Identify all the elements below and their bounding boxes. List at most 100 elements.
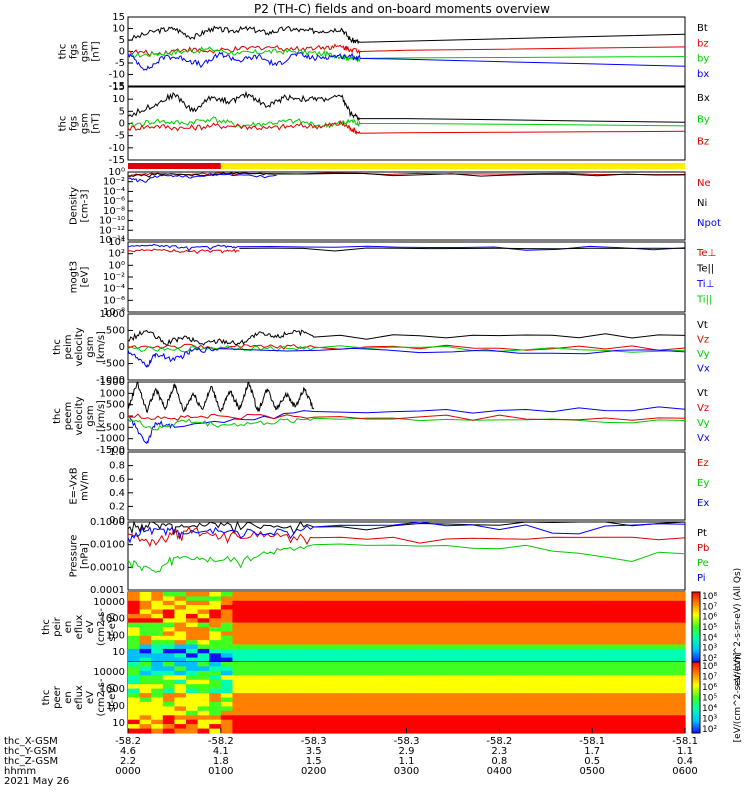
heat-cell: [476, 657, 489, 663]
heat-cell: [661, 719, 674, 725]
heat-cell: [336, 613, 350, 619]
heat-cell: [139, 600, 152, 606]
heat-cell: [534, 613, 547, 619]
heat-cell: [603, 648, 616, 654]
heat-cell: [487, 715, 500, 721]
heat-cell: [580, 631, 593, 637]
heat-cell: [661, 706, 674, 712]
heat-cell: [441, 592, 454, 597]
heat-cell: [383, 648, 396, 654]
heat-cell: [452, 675, 466, 681]
heat-cell: [673, 719, 686, 725]
heat-cell: [290, 724, 303, 730]
heat-cell: [336, 605, 350, 611]
heat-cell: [569, 609, 582, 615]
heat-cell: [650, 627, 663, 632]
heat-cell: [615, 609, 628, 615]
heat-cell: [603, 631, 616, 637]
heat-cell: [197, 600, 210, 606]
heat-cell: [615, 679, 628, 685]
heat-cell: [290, 693, 303, 699]
heat-cell: [441, 670, 454, 676]
heat-cell: [151, 600, 164, 606]
heat-cell: [650, 648, 663, 654]
heat-cell: [313, 679, 326, 685]
heat-cell: [534, 605, 547, 611]
heat-cell: [603, 666, 616, 672]
heat-cell: [580, 592, 593, 597]
heat-cell: [290, 644, 303, 650]
heat-cell: [638, 697, 651, 703]
legend-entry: Ti⊥: [696, 279, 714, 290]
heat-cell: [464, 627, 477, 632]
heat-cell: [545, 622, 558, 628]
heat-cell: [441, 635, 454, 641]
heat-cell: [348, 697, 361, 703]
heat-cell: [174, 600, 187, 606]
heat-cell: [476, 613, 489, 619]
heat-cell: [545, 688, 558, 694]
heat-cell: [429, 609, 442, 615]
heat-cell: [313, 653, 326, 659]
heat-cell: [162, 644, 175, 650]
heat-cell: [580, 640, 593, 646]
heat-cell: [151, 697, 164, 703]
heat-cell: [278, 657, 292, 663]
heat-cell: [545, 609, 558, 615]
heat-cell: [522, 596, 535, 602]
xaxis-row-label: thc_X-GSM: [4, 736, 58, 747]
heat-cell: [244, 715, 257, 721]
heat-cell: [534, 670, 547, 676]
heat-cell: [325, 592, 338, 597]
heat-cell: [510, 600, 524, 606]
heat-cell: [360, 710, 373, 716]
heat-cell: [452, 605, 466, 611]
ytick-label: 0.0001: [90, 585, 125, 596]
xtick-label: -58.1: [672, 736, 698, 747]
heat-cell: [255, 728, 268, 734]
heat-cell: [510, 622, 524, 628]
heat-cell: [371, 724, 384, 730]
heat-cell: [429, 688, 442, 694]
ylabel-line: [nT]: [91, 41, 102, 61]
heat-cell: [650, 613, 663, 619]
ylabel-line: gsm: [80, 113, 91, 134]
heat-cell: [487, 719, 500, 725]
heat-cell: [557, 618, 570, 624]
heat-cell: [499, 622, 512, 628]
heat-cell: [638, 693, 651, 699]
heat-cell: [128, 675, 141, 681]
heat-cell: [325, 724, 338, 730]
heat-cell: [255, 675, 268, 681]
heat-cell: [592, 666, 605, 672]
heat-cell: [592, 609, 605, 615]
colorbar-label: [eV/(cm^2-s-sr-eV)]: [733, 653, 743, 743]
heat-cell: [673, 627, 686, 632]
heat-cell: [313, 605, 326, 611]
heat-cell: [278, 592, 292, 597]
heat-cell: [244, 600, 257, 606]
heat-cell: [371, 710, 384, 716]
heat-cell: [151, 618, 164, 624]
heat-cell: [429, 653, 442, 659]
heat-cell: [139, 719, 152, 725]
heat-cell: [128, 640, 141, 646]
heat-cell: [267, 631, 280, 637]
heat-cell: [661, 728, 674, 734]
legend-entry: Vt: [697, 388, 708, 399]
heat-cell: [522, 640, 535, 646]
heat-cell: [406, 670, 419, 676]
heat-cell: [244, 688, 257, 694]
heat-cell: [557, 697, 570, 703]
series-Vy: [127, 417, 686, 431]
heat-cell: [429, 666, 442, 672]
heat-cell: [510, 635, 524, 641]
heat-cell: [313, 648, 326, 654]
heat-cell: [522, 706, 535, 712]
ylabel-line: [nPa]: [80, 543, 91, 569]
heat-cell: [418, 719, 431, 725]
heat-cell: [580, 609, 593, 615]
heat-cell: [197, 693, 210, 699]
heat-cell: [603, 627, 616, 632]
